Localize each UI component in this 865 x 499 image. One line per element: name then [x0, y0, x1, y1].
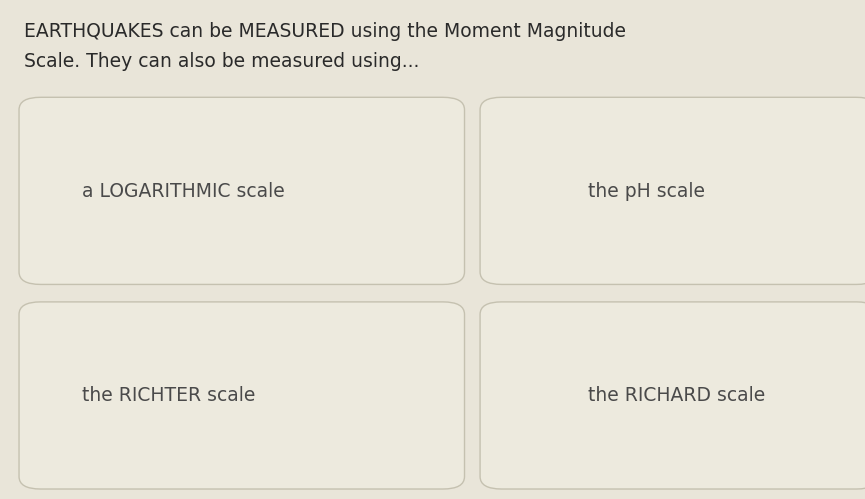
Text: a LOGARITHMIC scale: a LOGARITHMIC scale [82, 182, 285, 201]
Text: EARTHQUAKES can be MEASURED using the Moment Magnitude: EARTHQUAKES can be MEASURED using the Mo… [24, 22, 626, 41]
Text: the pH scale: the pH scale [588, 182, 705, 201]
FancyBboxPatch shape [480, 302, 865, 489]
Text: Scale. They can also be measured using...: Scale. They can also be measured using..… [24, 52, 420, 71]
FancyBboxPatch shape [19, 302, 465, 489]
Text: the RICHTER scale: the RICHTER scale [82, 386, 255, 405]
FancyBboxPatch shape [480, 97, 865, 284]
Text: the RICHARD scale: the RICHARD scale [588, 386, 766, 405]
FancyBboxPatch shape [19, 97, 465, 284]
